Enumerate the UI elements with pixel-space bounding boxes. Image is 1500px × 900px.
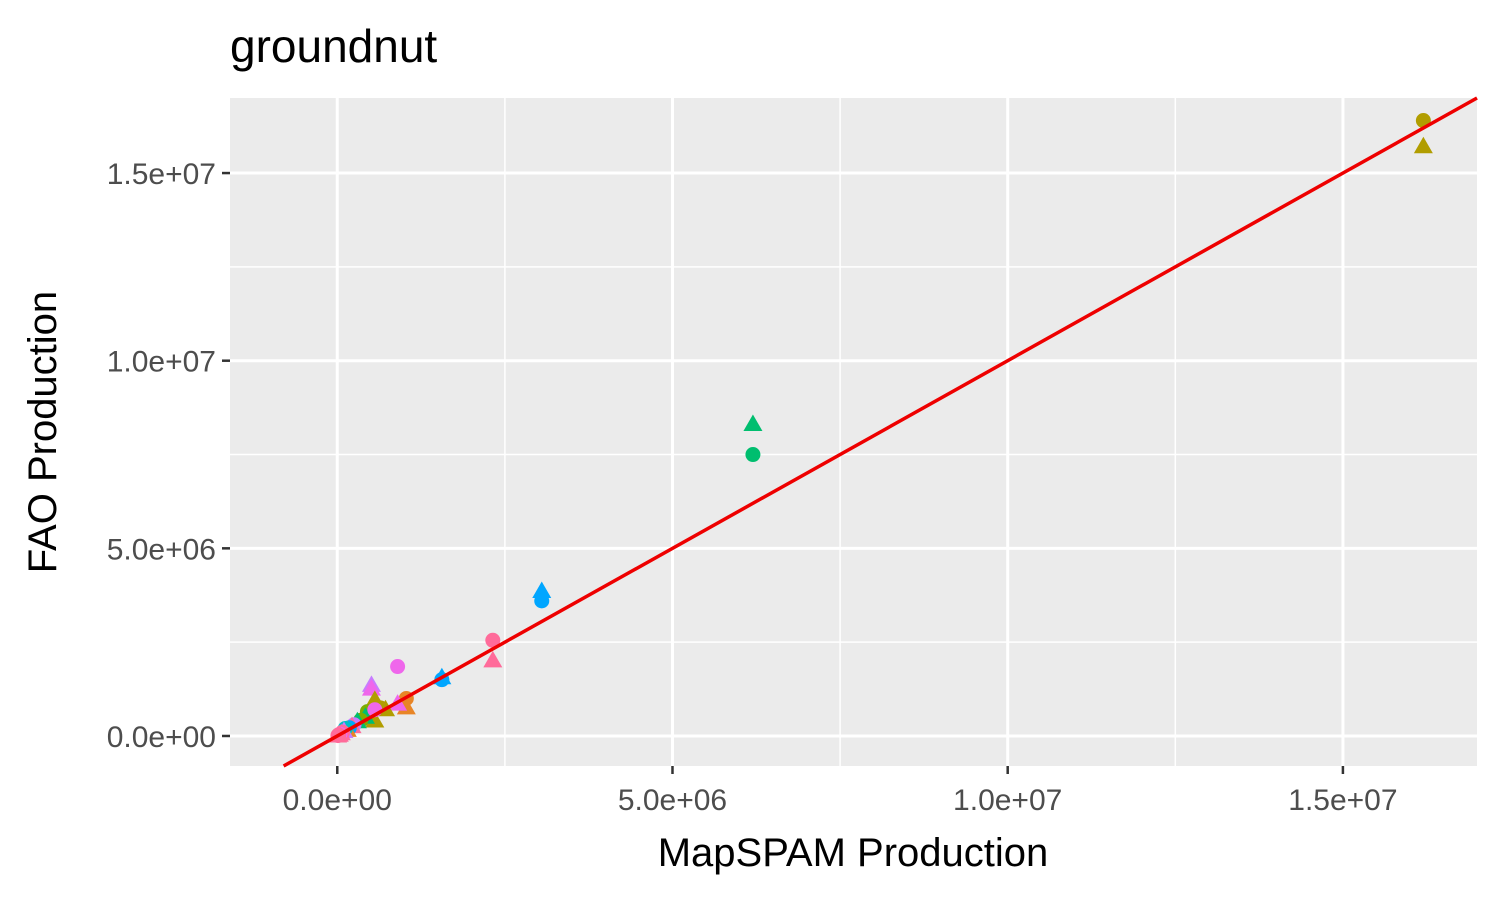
data-point-triangle [483,650,503,668]
data-point-triangle [743,414,763,431]
x-tick-label: 5.0e+06 [618,784,727,817]
grid-lines [230,98,1477,766]
data-point-circle [745,447,761,463]
reference-line-group [282,96,1478,768]
plot-panel [230,98,1477,766]
x-axis-title: MapSPAM Production [658,831,1049,875]
x-tick-label: 1.5e+07 [1288,784,1397,817]
data-point-circle [390,659,406,675]
data-point-circle [485,632,501,648]
y-tick-label: 1.5e+07 [107,158,216,191]
y-axis-title: FAO Production [21,291,65,573]
data-point-triangle [532,581,552,598]
x-tick-label: 1.0e+07 [953,784,1062,817]
y-tick-label: 1.0e+07 [107,346,216,379]
chart-title: groundnut [230,20,437,72]
y-tick-label: 5.0e+06 [107,533,216,566]
reference-line [282,96,1478,768]
data-point-circle [534,593,550,609]
data-point-triangle [1413,136,1433,154]
axes: 0.0e+00 5.0e+06 1.0e+07 1.5e+07 0.0e+00 5.0e+… [107,158,1398,817]
data-point-triangle [361,679,381,696]
y-tick-label: 0.0e+00 [107,721,216,754]
x-tick-label: 0.0e+00 [283,784,392,817]
